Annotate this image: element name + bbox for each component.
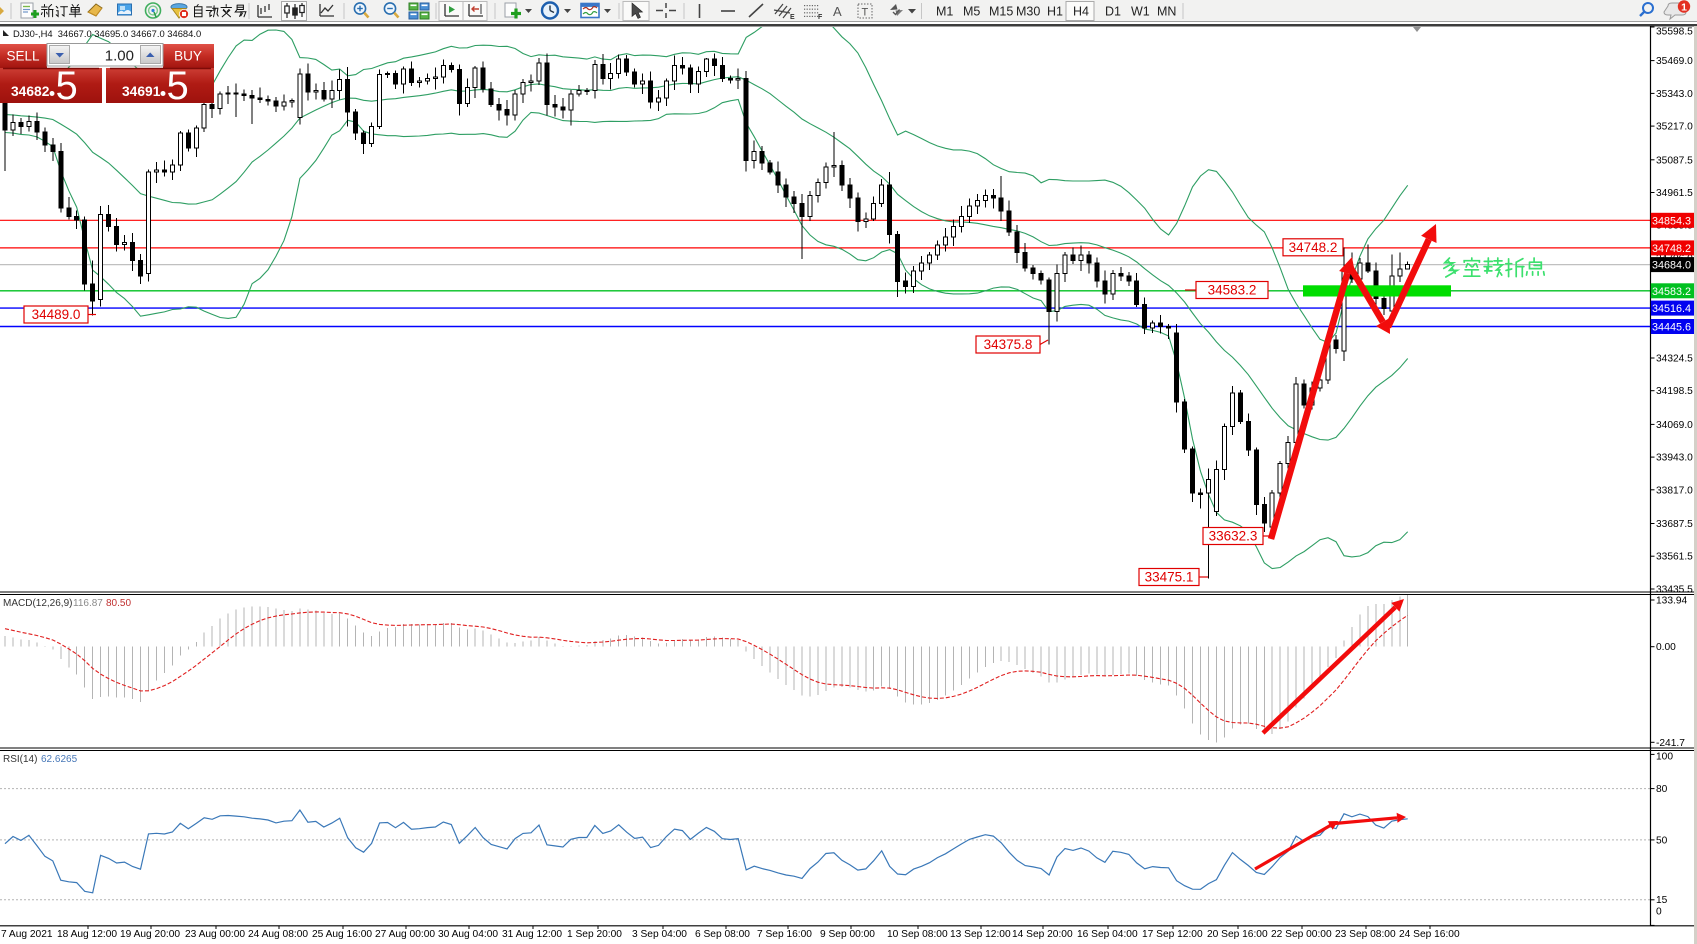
svg-text:W1: W1 — [1131, 5, 1150, 19]
svg-text:MACD(12,26,9): MACD(12,26,9) — [3, 598, 72, 609]
svg-text:34069.0: 34069.0 — [1656, 420, 1693, 431]
svg-text:34324.5: 34324.5 — [1656, 354, 1693, 365]
svg-text:BUY: BUY — [174, 49, 202, 64]
svg-text:80: 80 — [1656, 784, 1668, 795]
svg-text:33632.3: 33632.3 — [1209, 529, 1258, 544]
svg-text:1.00: 1.00 — [105, 48, 134, 65]
svg-text:1: 1 — [1681, 2, 1687, 14]
svg-text:18 Aug 12:00: 18 Aug 12:00 — [57, 929, 117, 940]
svg-text:50: 50 — [1656, 835, 1668, 846]
svg-text:7 Sep 16:00: 7 Sep 16:00 — [757, 929, 812, 940]
svg-text:62.6265: 62.6265 — [41, 754, 78, 765]
svg-text:DJ30-,H4 34667.0 34695.0 3466: DJ30-,H4 34667.0 34695.0 34667.0 34684.0 — [13, 28, 201, 39]
svg-text:31 Aug 12:00: 31 Aug 12:00 — [502, 929, 562, 940]
svg-text:M15: M15 — [989, 5, 1013, 19]
svg-text:33943.0: 33943.0 — [1656, 453, 1693, 464]
svg-text:RSI(14): RSI(14) — [3, 754, 37, 765]
svg-text:23 Sep 08:00: 23 Sep 08:00 — [1335, 929, 1396, 940]
svg-text:0.00: 0.00 — [1656, 642, 1676, 653]
svg-text:35469.0: 35469.0 — [1656, 56, 1693, 67]
svg-text:133.94: 133.94 — [1656, 596, 1687, 607]
svg-text:34583.2: 34583.2 — [1652, 286, 1691, 298]
svg-text:16 Sep 04:00: 16 Sep 04:00 — [1077, 929, 1138, 940]
svg-text:35087.5: 35087.5 — [1656, 155, 1693, 166]
svg-text:33435.5: 33435.5 — [1656, 585, 1693, 596]
svg-text:H4: H4 — [1073, 5, 1089, 19]
svg-text:13 Sep 12:00: 13 Sep 12:00 — [950, 929, 1011, 940]
svg-text:34748.2: 34748.2 — [1289, 240, 1338, 255]
svg-text:35343.0: 35343.0 — [1656, 89, 1693, 100]
svg-text:D1: D1 — [1105, 5, 1121, 19]
svg-text:T: T — [862, 7, 869, 19]
svg-text:34516.4: 34516.4 — [1652, 303, 1691, 315]
svg-text:10 Sep 08:00: 10 Sep 08:00 — [887, 929, 948, 940]
svg-text:34854.3: 34854.3 — [1652, 215, 1691, 227]
svg-text:MN: MN — [1157, 5, 1176, 19]
svg-text:23 Aug 00:00: 23 Aug 00:00 — [185, 929, 245, 940]
svg-text:116.87: 116.87 — [73, 598, 103, 609]
svg-text:34691: 34691 — [122, 84, 161, 99]
svg-text:80.50: 80.50 — [106, 598, 131, 609]
svg-text:14 Sep 20:00: 14 Sep 20:00 — [1012, 929, 1073, 940]
svg-text:F: F — [818, 14, 823, 21]
svg-text:35217.0: 35217.0 — [1656, 122, 1693, 133]
svg-text:20 Sep 16:00: 20 Sep 16:00 — [1207, 929, 1268, 940]
svg-text:34961.5: 34961.5 — [1656, 188, 1693, 199]
svg-text:3 Sep 04:00: 3 Sep 04:00 — [632, 929, 687, 940]
svg-text:5: 5 — [56, 64, 78, 108]
svg-text:34375.8: 34375.8 — [984, 337, 1033, 352]
svg-text:34748.2: 34748.2 — [1652, 243, 1691, 255]
svg-text:6 Sep 08:00: 6 Sep 08:00 — [695, 929, 750, 940]
svg-text:24 Aug 08:00: 24 Aug 08:00 — [248, 929, 308, 940]
svg-text:5: 5 — [167, 64, 189, 108]
svg-text:30 Aug 04:00: 30 Aug 04:00 — [438, 929, 498, 940]
svg-text:33687.5: 33687.5 — [1656, 519, 1693, 530]
svg-text:M30: M30 — [1016, 5, 1040, 19]
svg-text:35598.5: 35598.5 — [1656, 27, 1693, 38]
svg-text:17 Sep 12:00: 17 Sep 12:00 — [1142, 929, 1203, 940]
svg-text:E: E — [790, 14, 795, 21]
svg-text:7 Aug 2021: 7 Aug 2021 — [1, 929, 53, 940]
svg-text:9 Sep 00:00: 9 Sep 00:00 — [820, 929, 875, 940]
svg-text:100: 100 — [1656, 752, 1673, 763]
svg-text:A: A — [833, 4, 842, 19]
svg-text:0: 0 — [1656, 907, 1662, 918]
svg-text:27 Aug 00:00: 27 Aug 00:00 — [375, 929, 435, 940]
svg-text:34684.0: 34684.0 — [1652, 260, 1691, 272]
svg-text:34198.5: 34198.5 — [1656, 386, 1693, 397]
svg-text:M5: M5 — [963, 5, 980, 19]
svg-text:34489.0: 34489.0 — [32, 307, 81, 322]
svg-text:15: 15 — [1656, 895, 1668, 906]
svg-text:19 Aug 20:00: 19 Aug 20:00 — [120, 929, 180, 940]
svg-text:33817.0: 33817.0 — [1656, 485, 1693, 496]
svg-text:-241.7: -241.7 — [1656, 738, 1685, 749]
svg-text:SELL: SELL — [6, 49, 40, 64]
svg-text:34583.2: 34583.2 — [1208, 283, 1257, 298]
svg-text:22 Sep 00:00: 22 Sep 00:00 — [1271, 929, 1332, 940]
svg-text:H1: H1 — [1047, 5, 1063, 19]
svg-text:24 Sep 16:00: 24 Sep 16:00 — [1399, 929, 1460, 940]
svg-text:34682: 34682 — [11, 84, 50, 99]
svg-text:34445.6: 34445.6 — [1652, 322, 1691, 334]
svg-text:M1: M1 — [936, 5, 953, 19]
svg-text:33561.5: 33561.5 — [1656, 552, 1693, 563]
svg-text:25 Aug 16:00: 25 Aug 16:00 — [312, 929, 372, 940]
svg-text:1 Sep 20:00: 1 Sep 20:00 — [567, 929, 622, 940]
svg-text:33475.1: 33475.1 — [1145, 570, 1194, 585]
